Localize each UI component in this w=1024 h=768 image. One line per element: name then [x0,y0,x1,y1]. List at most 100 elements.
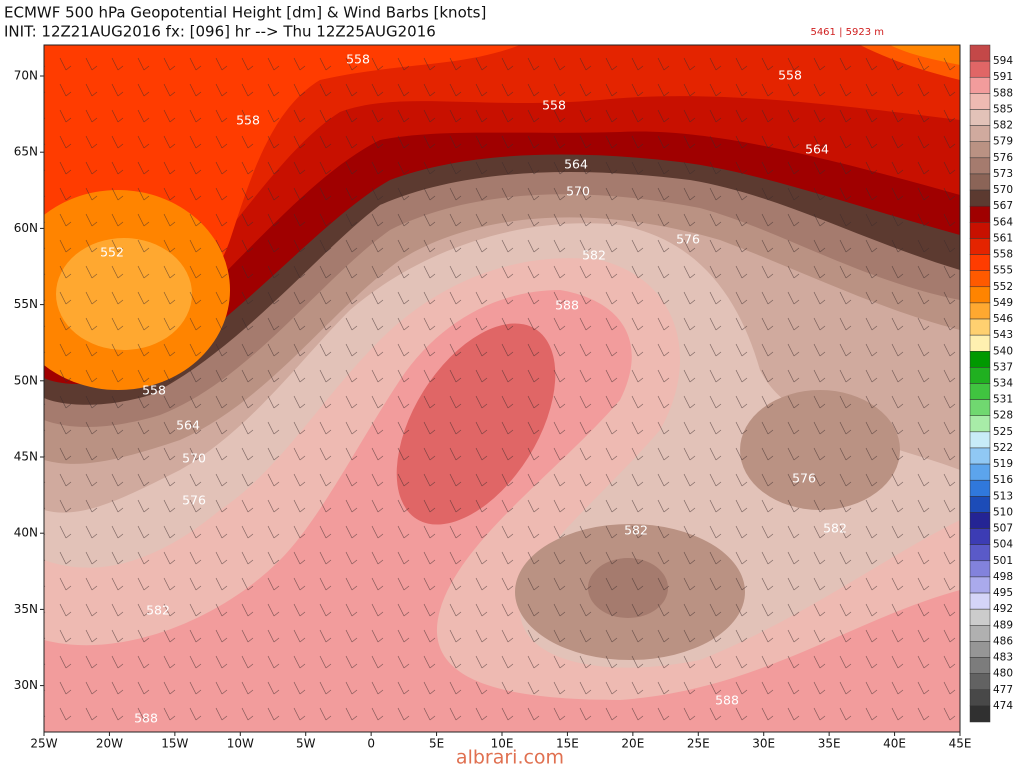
colorbar-label: 549 [993,297,1013,309]
lon-label: 15W [161,737,188,751]
colorbar-label: 474 [993,700,1013,712]
colorbar-cell [969,512,991,529]
colorbar-label: 489 [993,619,1013,631]
colorbar-cell [969,705,991,723]
lon-label: 5W [296,737,316,751]
contour-label: 582 [624,523,648,538]
lon-label: 5E [429,737,444,751]
map-field [44,45,960,732]
colorbar-cell [969,334,991,352]
colorbar-cell [969,238,991,255]
colorbar-label: 498 [993,571,1013,583]
colorbar-cell [969,415,991,433]
colorbar-label: 591 [993,71,1013,83]
contour-label: 570 [566,184,590,199]
colorbar-cell [969,76,991,94]
colorbar-label: 588 [993,87,1013,99]
colorbar-cell [969,592,991,610]
colorbar-cell [969,60,991,78]
contour-label: 558 [142,383,166,398]
colorbar-label: 582 [993,120,1013,132]
colorbar-cell [969,431,991,449]
lon-label: 25W [30,737,57,751]
colorbar-label: 561 [993,232,1013,244]
lon-label: 40E [883,737,906,751]
contour-label: 582 [582,248,606,263]
colorbar-cell [969,463,991,481]
height-range: 5461 | 5923 m [810,27,884,38]
colorbar-cell [969,625,991,642]
contour-label: 558 [346,52,370,67]
colorbar-cell [969,157,991,175]
colorbar-cell [969,189,991,207]
colorbar-label: 516 [993,474,1013,486]
map-subtitle: INIT: 12Z21AUG2016 fx: [096] hr --> Thu … [4,23,436,41]
colorbar-cell [969,367,991,384]
colorbar-label: 546 [993,313,1013,325]
contour-label: 564 [176,418,200,433]
lon-label: 30E [752,737,775,751]
colorbar-label: 555 [993,265,1013,277]
colorbar-label: 543 [993,329,1013,341]
colorbar-cell [969,286,991,304]
contour-label: 570 [182,451,206,466]
colorbar-cell [969,141,991,159]
colorbar-label: 483 [993,652,1013,664]
lat-label: 55N [14,297,38,311]
contour-label: 552 [100,245,124,260]
contour-label: 558 [778,68,802,83]
lon-label: 0 [367,737,375,751]
colorbar-label: 480 [993,668,1013,680]
lon-label: 20W [96,737,123,751]
colorbar-cell [969,673,991,691]
colorbar-label: 522 [993,442,1013,454]
colorbar-cell [969,689,991,707]
lon-label: 15E [556,737,579,751]
contour-label: 588 [134,711,158,726]
colorbar-cell [969,173,991,191]
lat-label: 65N [14,145,38,159]
colorbar-cell [969,109,991,126]
lat-label: 60N [14,221,38,235]
colorbar-label: 504 [993,539,1013,551]
colorbar-label: 579 [993,136,1013,148]
lon-label: 10W [227,737,254,751]
colorbar-cell [969,399,991,416]
colorbar-label: 573 [993,168,1013,180]
colorbar-label: 570 [993,184,1013,196]
colorbar-cell [969,351,991,368]
colorbar-label: 594 [993,55,1013,67]
lat-label: 70N [14,69,38,83]
colorbar-label: 576 [993,152,1013,164]
lat-label: 40N [14,526,38,540]
contour-label: 558 [542,98,566,113]
contour-label: 588 [715,693,739,708]
colorbar-cell [969,657,991,674]
contour-label: 564 [805,142,829,157]
lon-label: 35E [818,737,841,751]
colorbar-cell [969,222,991,239]
colorbar-cell [969,318,991,336]
colorbar-label: 534 [993,378,1013,390]
contour-label: 582 [146,603,170,618]
contour-label: 588 [555,298,579,313]
colorbar-cell [969,125,991,142]
lat-label: 45N [14,450,38,464]
colorbar-cell [969,528,991,545]
colorbar-label: 519 [993,458,1013,470]
colorbar-cell [969,93,991,110]
colorbar-cell [969,496,991,513]
colorbar-label: 525 [993,426,1013,438]
map-title: ECMWF 500 hPa Geopotential Height [dm] &… [4,4,486,22]
lon-label: 45E [949,737,972,751]
colorbar-cell [969,302,991,320]
colorbar-cell [969,560,991,578]
colorbar-cell [969,576,991,594]
colorbar-cell [969,641,991,658]
colorbar-label: 501 [993,555,1013,567]
lon-label: 20E [621,737,644,751]
contour-label: 564 [564,157,588,172]
colorbar-cell [969,479,991,497]
colorbar-label: 477 [993,684,1013,696]
